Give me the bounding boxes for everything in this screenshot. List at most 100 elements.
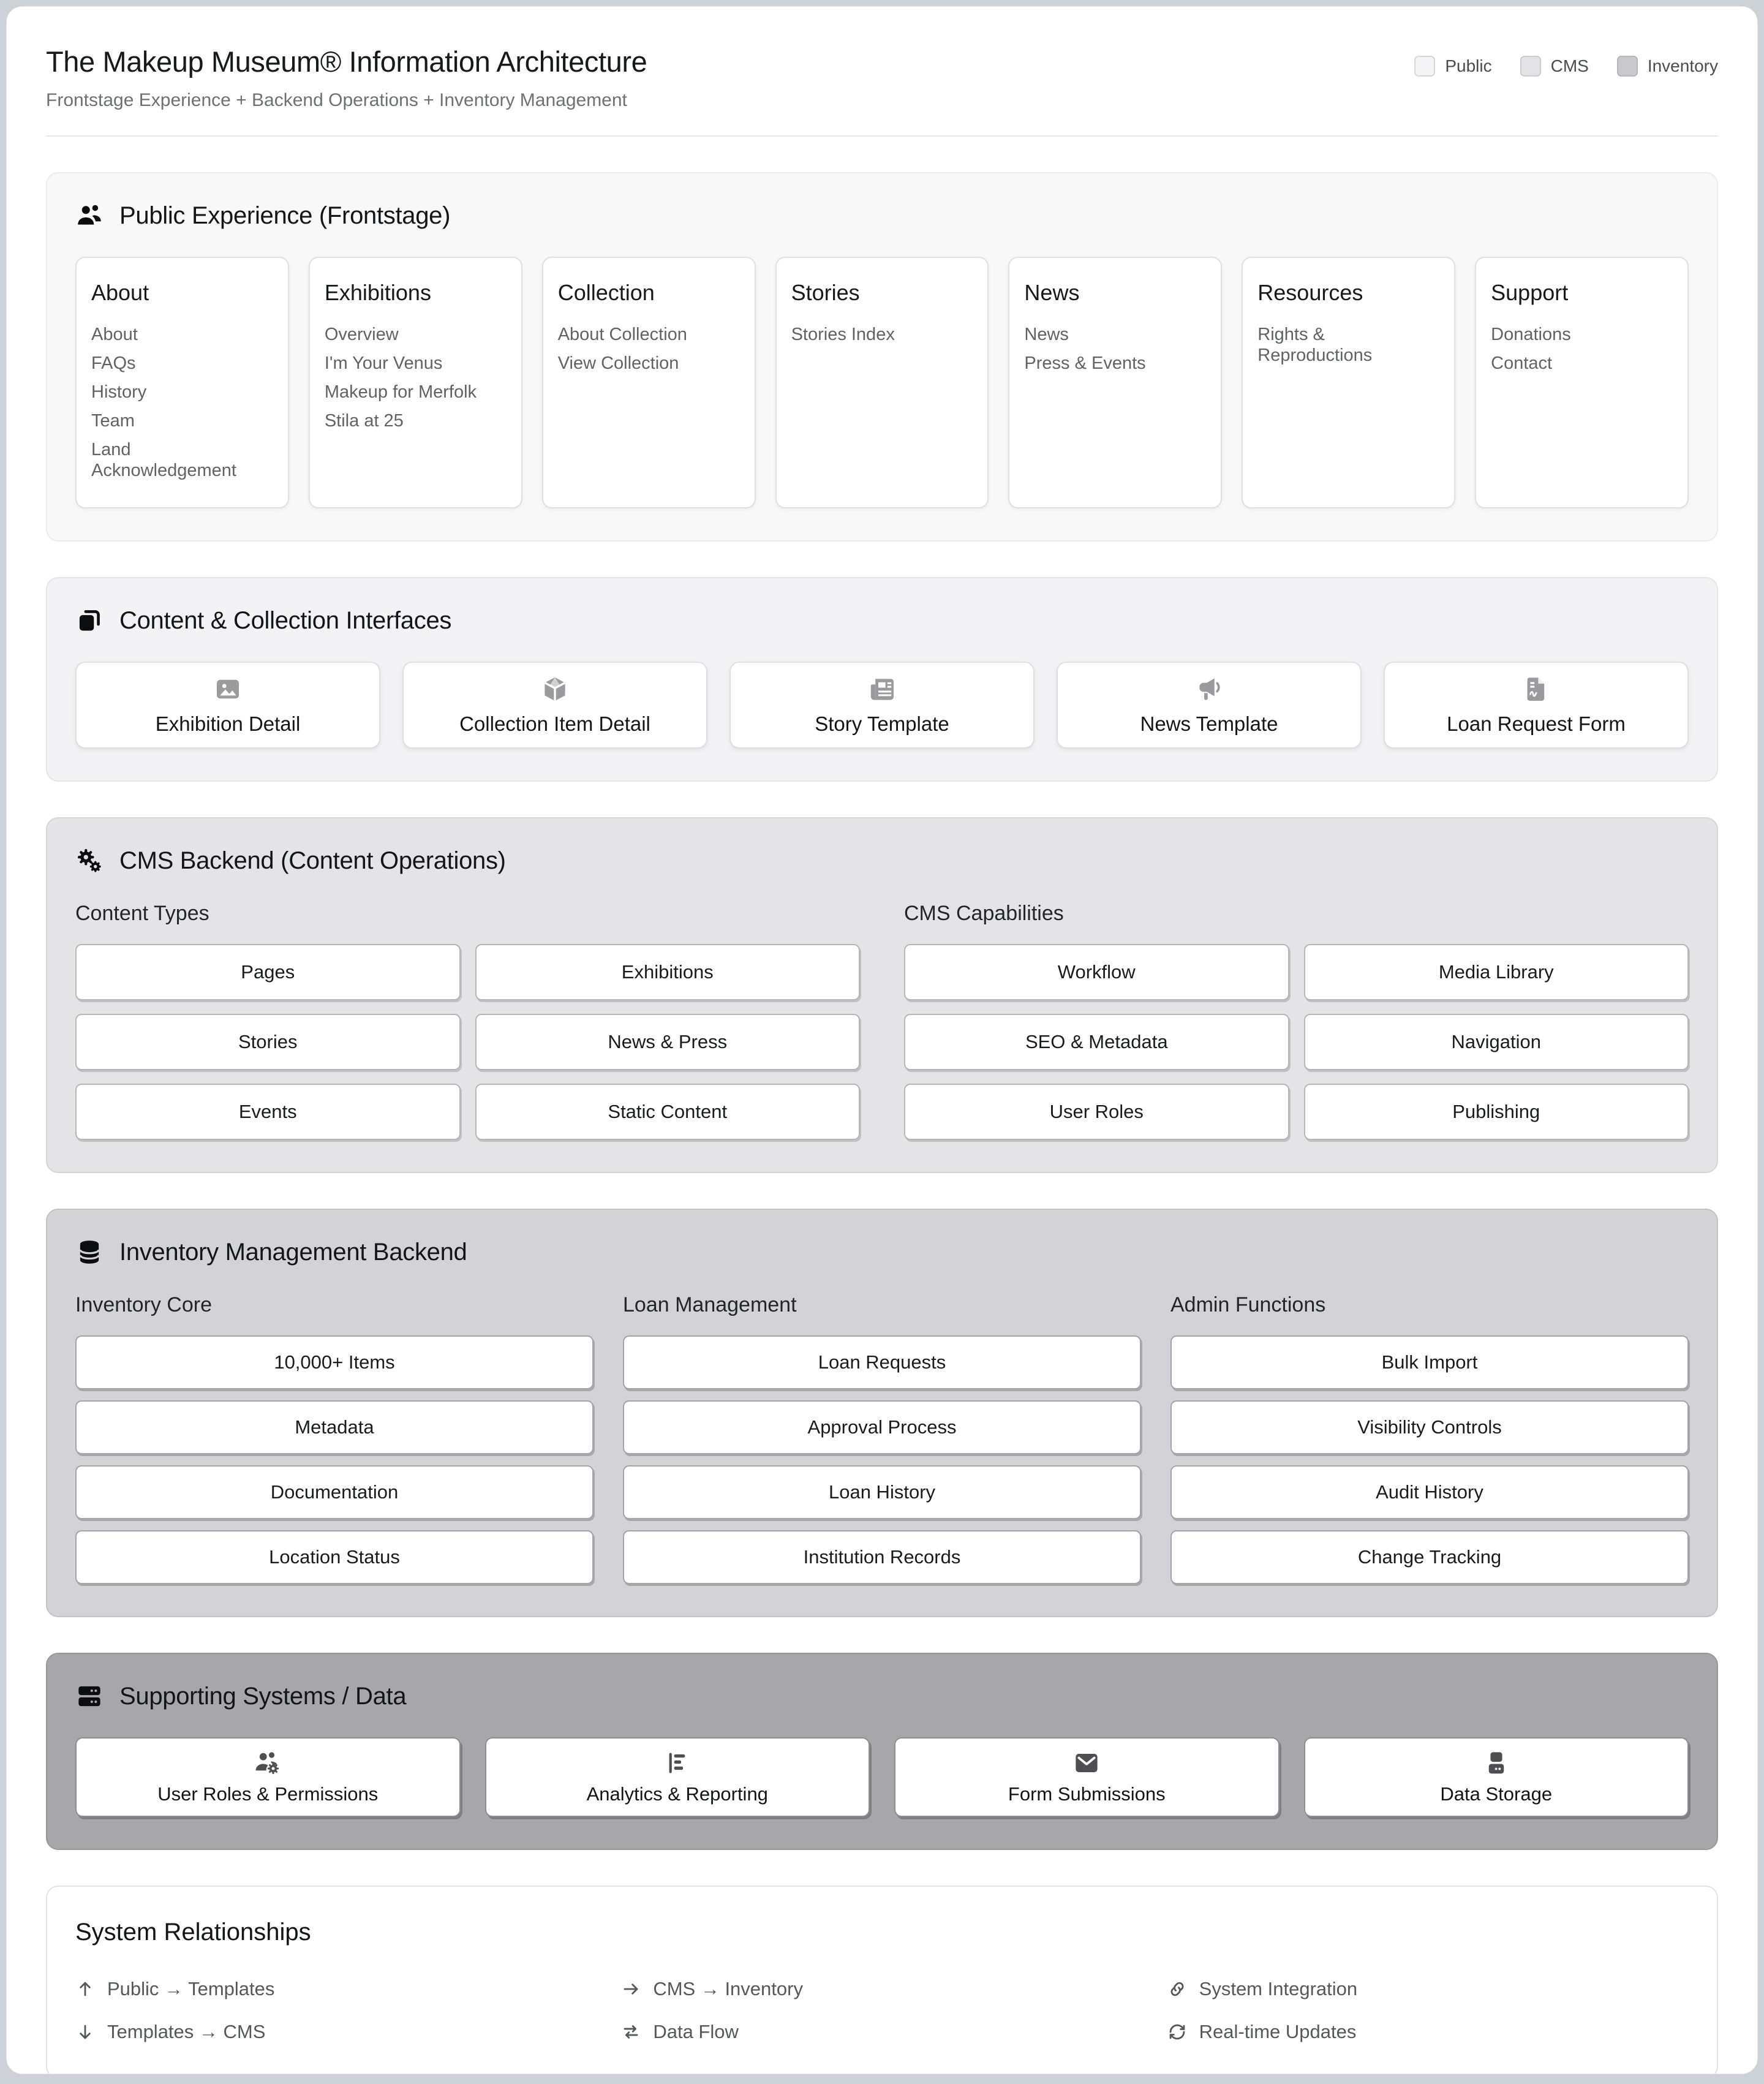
copy-icon <box>79 610 100 631</box>
section-title: Inventory Management Backend <box>119 1238 467 1266</box>
node-box: Audit History <box>1170 1465 1689 1519</box>
card-title: Exhibitions <box>324 280 431 305</box>
cms-groups: Content Types Pages Exhibitions Stories … <box>75 902 1689 1140</box>
loan-management-boxes: Loan Requests Approval Process Loan Hist… <box>623 1335 1141 1584</box>
nav-card-about: About About FAQs History Team Land Ackno… <box>75 257 289 508</box>
card-title: Resources <box>1257 280 1363 305</box>
nav-card-news: News News Press & Events <box>1008 257 1223 508</box>
content-types-boxes: Pages Exhibitions Stories News & Press E… <box>75 944 860 1140</box>
nav-item: Rights & Reproductions <box>1257 325 1373 365</box>
node-box: Pages <box>75 944 461 1000</box>
public-cards: About About FAQs History Team Land Ackno… <box>75 257 1689 508</box>
legend: Public CMS Inventory <box>1414 56 1718 77</box>
nav-card-collection: Collection About Collection View Collect… <box>541 257 756 508</box>
interface-card-exhibition-detail: Exhibition Detail <box>75 662 380 749</box>
node-box: Location Status <box>75 1530 594 1584</box>
image-icon <box>217 679 239 699</box>
relationships-col-1: Public → Templates Templates → CMS <box>75 1978 597 2043</box>
supporting-card-analytics: Analytics & Reporting <box>484 1737 870 1817</box>
node-box: Visibility Controls <box>1170 1400 1689 1454</box>
supporting-cards: User Roles & Permissions Analytics & Rep… <box>75 1737 1689 1817</box>
relationship-item: Real-time Updates <box>1167 2021 1689 2043</box>
node-box: Approval Process <box>623 1400 1141 1454</box>
arrow-down-icon <box>80 2025 91 2039</box>
interface-card-news-template: News Template <box>1057 662 1362 749</box>
section-title: System Relationships <box>75 1919 311 1946</box>
node-box: Workflow <box>904 944 1289 1000</box>
bar-chart-icon <box>669 1753 685 1773</box>
section-supporting-systems: Supporting Systems / Data <box>46 1653 1718 1850</box>
users-icon <box>78 205 101 225</box>
nav-card-exhibitions: Exhibitions Overview I'm Your Venus Make… <box>308 257 522 508</box>
interface-card-label: Story Template <box>815 712 949 735</box>
nav-card-support: Support Donations Contact <box>1475 257 1689 508</box>
node-box: Navigation <box>1303 1014 1689 1070</box>
card-title: News <box>1024 280 1080 305</box>
legend-item-public: Public <box>1414 56 1492 77</box>
card-title: Stories <box>791 280 860 305</box>
supporting-card-data-storage: Data Storage <box>1303 1737 1689 1817</box>
inventory-groups: Inventory Core 10,000+ Items Metadata Do… <box>75 1293 1689 1584</box>
section-supporting-header: Supporting Systems / Data <box>75 1682 1689 1710</box>
node-box: Media Library <box>1303 944 1689 1000</box>
legend-item-cms: CMS <box>1520 56 1589 77</box>
section-interfaces: Content & Collection Interfaces Exhibiti… <box>46 577 1718 782</box>
nav-card-stories: Stories Stories Index <box>775 257 989 508</box>
legend-swatch-public <box>1414 56 1436 77</box>
storage-icon <box>1488 1752 1504 1774</box>
legend-label: CMS <box>1550 56 1589 75</box>
group-title: CMS Capabilities <box>904 902 1064 925</box>
node-box: News & Press <box>475 1014 860 1070</box>
node-box: Publishing <box>1303 1084 1689 1140</box>
nav-item: Makeup for Merfolk <box>324 382 477 402</box>
nav-item: I'm Your Venus <box>324 353 443 373</box>
interface-card-label: Exhibition Detail <box>155 712 301 735</box>
node-box: 10,000+ Items <box>75 1335 594 1389</box>
nav-item: Stila at 25 <box>324 411 404 431</box>
users-gear-icon <box>255 1752 279 1775</box>
section-interfaces-header: Content & Collection Interfaces <box>75 606 1689 635</box>
admin-functions-boxes: Bulk Import Visibility Controls Audit Hi… <box>1170 1335 1689 1584</box>
database-icon <box>79 1240 100 1264</box>
nav-item: About <box>91 325 138 344</box>
group-cms-capabilities: CMS Capabilities Workflow Media Library … <box>904 902 1689 1140</box>
group-title: Content Types <box>75 902 209 925</box>
node-box: Loan History <box>623 1465 1141 1519</box>
relationship-item: Data Flow <box>621 2021 1142 2043</box>
gears-icon <box>78 849 101 872</box>
node-box: SEO & Metadata <box>904 1014 1289 1070</box>
nav-item: View Collection <box>557 353 679 373</box>
legend-label: Inventory <box>1647 56 1718 75</box>
relationship-item: CMS → Inventory <box>621 1978 1142 2000</box>
nav-item: Stories Index <box>791 325 895 344</box>
cube-icon <box>545 677 565 701</box>
relationship-label: System Integration <box>1199 1978 1358 1999</box>
interface-card-story-template: Story Template <box>729 662 1035 749</box>
relationships-grid: Public → Templates Templates → CMS CMS →… <box>75 1978 1689 2043</box>
megaphone-icon <box>1199 678 1220 700</box>
node-box: Exhibitions <box>475 944 860 1000</box>
file-signature-icon <box>1527 678 1545 701</box>
ia-diagram-page: The Makeup Museum® Information Architect… <box>6 6 1758 2074</box>
nav-item: Press & Events <box>1024 353 1146 373</box>
section-public-header: Public Experience (Frontstage) <box>75 202 1689 230</box>
supporting-card-label: Data Storage <box>1440 1783 1553 1805</box>
relationship-item: Templates → CMS <box>75 2021 597 2043</box>
nav-item: Land Acknowledgement <box>91 440 236 480</box>
nav-card-resources: Resources Rights & Reproductions <box>1242 257 1456 508</box>
page-title: The Makeup Museum® Information Architect… <box>46 45 647 78</box>
section-title: Supporting Systems / Data <box>119 1682 407 1710</box>
section-inventory-backend: Inventory Management Backend Inventory C… <box>46 1209 1718 1617</box>
legend-swatch-cms <box>1520 56 1541 77</box>
page-header-text: The Makeup Museum® Information Architect… <box>46 46 647 111</box>
section-title: Content & Collection Interfaces <box>119 606 452 634</box>
relationship-item: Public → Templates <box>75 1978 597 2000</box>
supporting-card-label: Analytics & Reporting <box>586 1783 768 1805</box>
section-system-relationships: System Relationships Public → Templates … <box>46 1886 1718 2074</box>
node-box: User Roles <box>904 1084 1289 1140</box>
relationship-label: CMS → Inventory <box>653 1978 803 1999</box>
interface-card-label: Collection Item Detail <box>459 712 650 735</box>
interface-card-loan-request-form: Loan Request Form <box>1384 662 1689 749</box>
cms-capabilities-boxes: Workflow Media Library SEO & Metadata Na… <box>904 944 1689 1140</box>
refresh-icon <box>1169 2024 1185 2040</box>
